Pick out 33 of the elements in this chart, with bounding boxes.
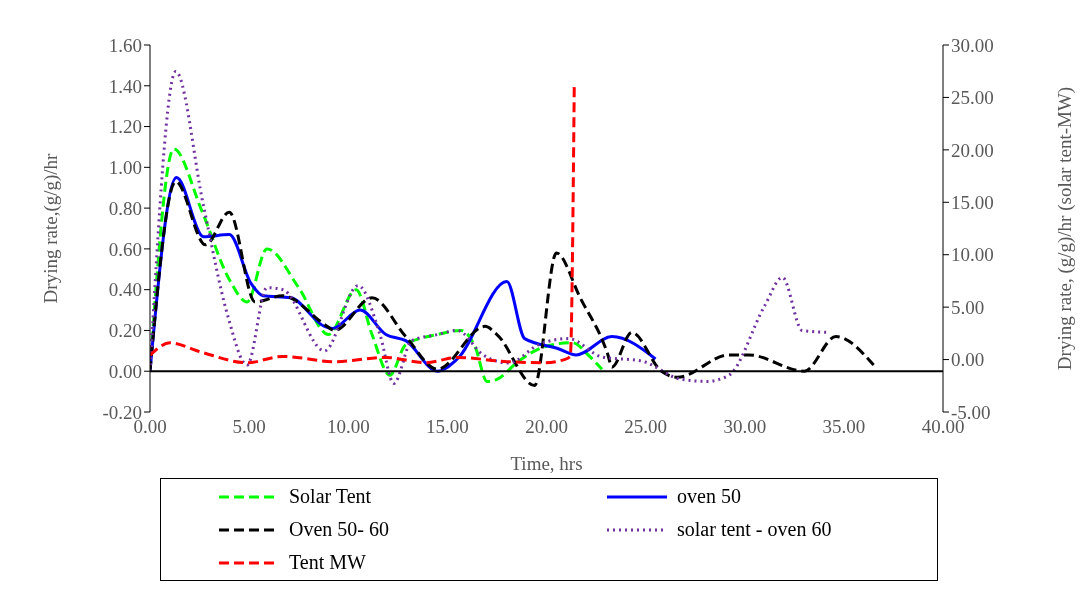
y-tick-label: 0.60 (108, 238, 142, 260)
y2-tick-label: 25.00 (951, 87, 994, 109)
x-tick-label: 5.00 (232, 416, 266, 438)
y2-tick-label: 10.00 (951, 244, 994, 266)
y-tick-label: 0.00 (108, 360, 142, 382)
x-tick-label: 25.00 (624, 416, 667, 438)
y2-tick-label: 5.00 (951, 296, 985, 318)
line-series (150, 147, 604, 383)
x-tick-label: 15.00 (426, 416, 469, 438)
y-tick-label: 0.80 (108, 197, 142, 219)
legend-label: Tent MW (289, 551, 366, 574)
x-tick-label: 30.00 (723, 416, 767, 438)
legend-label: Oven 50- 60 (289, 518, 389, 541)
y-tick-label: 0.20 (108, 320, 142, 342)
legend-label: solar tent - oven 60 (677, 518, 832, 541)
y-tick-label: 0.40 (108, 279, 142, 301)
y-tick-label: 1.00 (108, 157, 142, 179)
x-axis-title: Time, hrs (510, 453, 583, 474)
y-tick-label: 1.60 (108, 34, 142, 56)
x-tick-label: 20.00 (525, 416, 568, 438)
legend-label: oven 50 (677, 485, 741, 508)
x-tick-label: 35.00 (822, 416, 866, 438)
y2-tick-label: 15.00 (951, 192, 994, 214)
x-tick-label: 10.00 (326, 416, 370, 438)
y-tick-label: 1.20 (108, 116, 142, 138)
y2-tick-label: 20.00 (951, 139, 994, 161)
line-series (150, 85, 576, 365)
y-axis-title: Drying rate,(g/g)/hr (39, 152, 62, 304)
legend-label: Solar Tent (289, 485, 372, 508)
y2-tick-label: 30.00 (951, 34, 994, 56)
y2-tick-label: 0.00 (951, 349, 985, 371)
y2-axis-title: Drying rate, (g/g)/hr (solar tent-MW) (1053, 86, 1076, 371)
y-tick-label: 1.40 (108, 75, 142, 97)
